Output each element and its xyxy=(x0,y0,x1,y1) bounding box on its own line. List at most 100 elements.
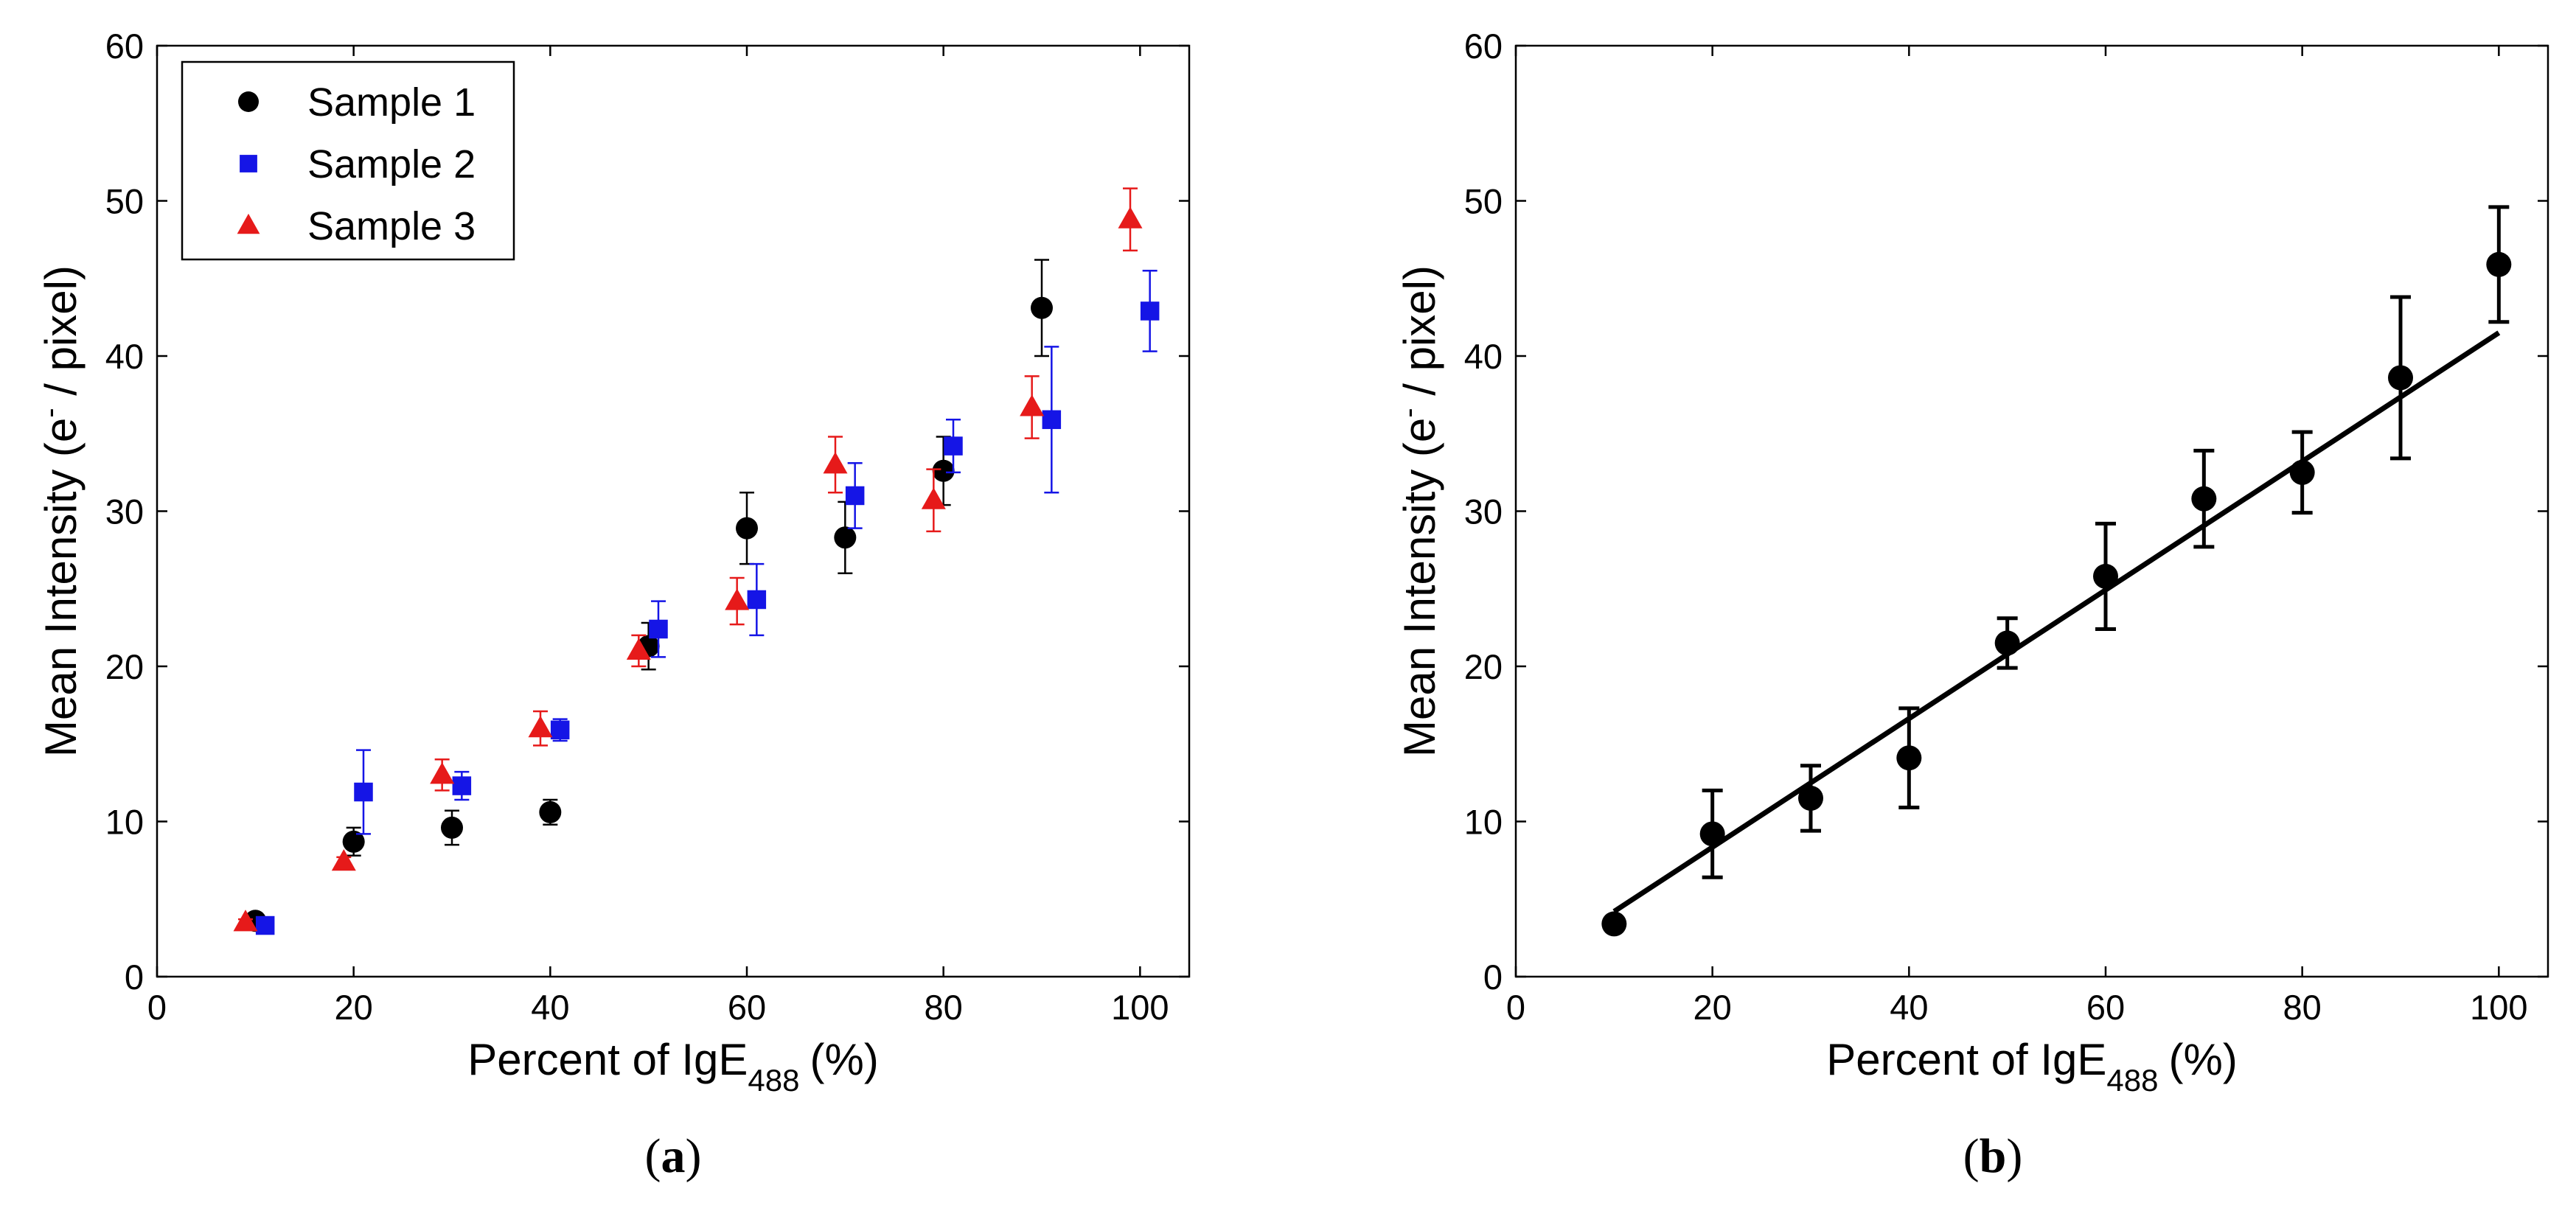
x-tick-label: 100 xyxy=(2470,988,2527,1027)
y-axis-label-unit: / pixel) xyxy=(1395,265,1444,408)
y-axis-label: Mean Intensity (e- / pixel) xyxy=(1393,265,1444,757)
data-point xyxy=(441,816,463,839)
x-tick-label: 20 xyxy=(335,988,373,1027)
data-point xyxy=(944,436,963,456)
legend-label: Sample 3 xyxy=(307,204,476,248)
x-axis-label-text: Percent of IgE xyxy=(1826,1035,2106,1084)
data-point xyxy=(2093,563,2118,589)
x-axis-label-subscript: 488 xyxy=(748,1063,799,1098)
x-tick-label: 60 xyxy=(2086,988,2125,1027)
series-sample-3 xyxy=(233,187,1143,932)
fit-line xyxy=(1612,330,2501,914)
data-point xyxy=(932,459,955,482)
x-tick-label: 20 xyxy=(1693,988,1732,1027)
data-point xyxy=(2289,459,2315,485)
data-point xyxy=(430,762,455,784)
data-point xyxy=(331,848,356,871)
y-tick-label: 60 xyxy=(1464,27,1503,66)
y-tick-label: 0 xyxy=(1483,957,1503,997)
y-axis-label-text: Mean Intensity (e xyxy=(36,418,86,757)
panel-label: (a) xyxy=(645,1129,702,1183)
data-point xyxy=(2486,251,2512,277)
x-axis-label: Percent of IgE488 (%) xyxy=(1826,1035,2238,1098)
panel-label-close: ) xyxy=(686,1129,702,1183)
y-tick-label: 40 xyxy=(1464,337,1503,376)
data-point xyxy=(823,452,848,474)
x-tick-label: 80 xyxy=(925,988,963,1027)
legend-label: Sample 1 xyxy=(307,80,476,125)
y-tick-label: 10 xyxy=(1464,803,1503,842)
x-axis-label-unit: (%) xyxy=(2168,1035,2237,1084)
data-point xyxy=(725,588,750,610)
x-tick-label: 40 xyxy=(1890,988,1928,1027)
data-point xyxy=(1031,296,1053,319)
data-point xyxy=(539,800,562,823)
x-tick-label: 60 xyxy=(728,988,766,1027)
legend-box xyxy=(181,60,515,261)
legend-marker-square xyxy=(240,155,257,172)
data-point xyxy=(342,830,365,853)
data-point xyxy=(1798,785,1823,811)
plot-frame xyxy=(1514,44,2549,978)
series-mean xyxy=(1601,205,2512,937)
data-point xyxy=(1699,821,1725,847)
data-point xyxy=(2388,365,2413,391)
data-point xyxy=(1896,745,1922,771)
x-tick-label: 0 xyxy=(147,988,167,1027)
data-point xyxy=(747,590,767,610)
legend-marker-circle xyxy=(238,91,259,112)
x-axis-label-subscript: 488 xyxy=(2106,1063,2158,1098)
panel-b: 0 20 40 60 80 100 0 10 20 30 40 50 60 Percent of IgE4… xyxy=(1393,27,2549,1183)
y-tick-label: 40 xyxy=(105,337,144,376)
y-axis-label-text: Mean Intensity (e xyxy=(1395,418,1444,757)
data-point xyxy=(921,487,946,509)
y-axis-label-unit: / pixel) xyxy=(36,265,86,408)
y-tick-label: 0 xyxy=(125,957,144,997)
y-tick-label: 60 xyxy=(105,27,144,66)
data-point xyxy=(1140,301,1160,321)
x-tick-label: 40 xyxy=(531,988,569,1027)
y-tick-label: 30 xyxy=(1464,492,1503,531)
legend-label: Sample 2 xyxy=(307,142,476,186)
data-point xyxy=(1994,630,2020,656)
data-point xyxy=(233,910,258,932)
legend: Sample 1 Sample 2 Sample 3 xyxy=(181,60,515,261)
y-tick-label: 20 xyxy=(1464,647,1503,686)
panel-label-letter: a xyxy=(661,1129,686,1183)
legend-marker-triangle xyxy=(237,213,260,234)
data-point xyxy=(1042,410,1062,430)
data-point xyxy=(649,619,668,639)
data-point xyxy=(2191,486,2217,512)
y-axis-label: Mean Intensity (e- / pixel) xyxy=(34,265,86,757)
y-axis-label-superscript: - xyxy=(1393,408,1425,417)
data-point xyxy=(550,720,570,740)
y-axis-label-superscript: - xyxy=(34,408,66,417)
panel-label-letter: b xyxy=(1980,1129,2007,1183)
data-point xyxy=(834,526,857,549)
panel-a: 0 20 40 60 80 100 0 10 20 30 40 50 60 Percent of IgE4… xyxy=(34,27,1191,1183)
data-point xyxy=(1020,394,1045,416)
x-axis-label: Percent of IgE488 (%) xyxy=(467,1035,879,1098)
y-tick-label: 30 xyxy=(105,492,144,531)
data-point xyxy=(1601,911,1627,937)
x-axis-label-text: Percent of IgE xyxy=(467,1035,748,1084)
series-sample-1 xyxy=(244,259,1053,932)
data-point xyxy=(354,782,373,802)
y-tick-label: 10 xyxy=(105,803,144,842)
panel-label: (b) xyxy=(1963,1129,2023,1183)
x-tick-label: 100 xyxy=(1111,988,1169,1027)
data-point xyxy=(736,517,758,540)
data-point xyxy=(452,776,472,795)
y-tick-label: 50 xyxy=(105,182,144,221)
x-axis-label-unit: (%) xyxy=(810,1035,878,1084)
data-point xyxy=(1118,206,1143,229)
y-tick-label: 20 xyxy=(105,647,144,686)
data-point xyxy=(255,915,275,935)
series-sample-2 xyxy=(255,269,1160,935)
y-tick-label: 50 xyxy=(1464,182,1503,221)
panel-label-open: ( xyxy=(645,1129,661,1183)
data-point xyxy=(528,715,553,738)
x-tick-label: 80 xyxy=(2283,988,2322,1027)
data-point xyxy=(845,486,865,506)
